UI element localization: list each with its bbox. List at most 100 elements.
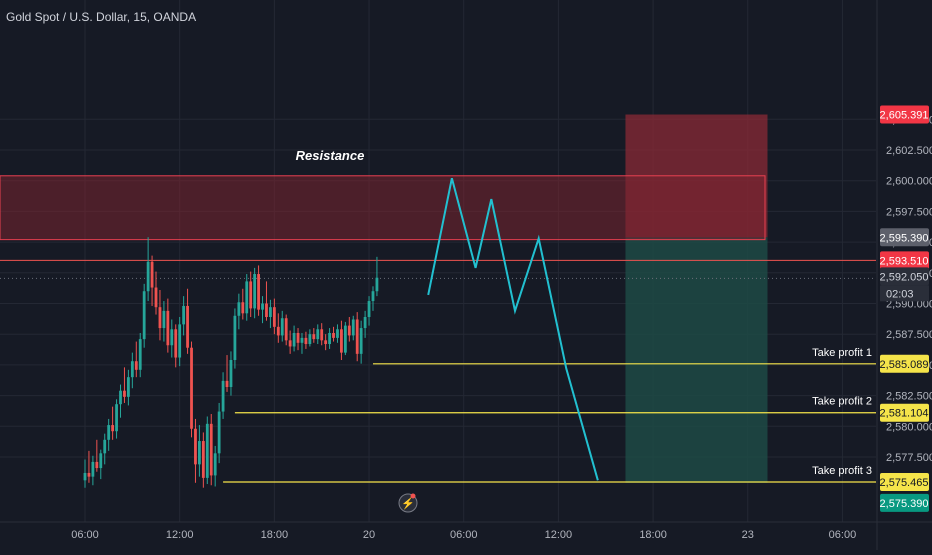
candle-body (83, 472, 87, 481)
resistance-label: Resistance (296, 148, 365, 163)
candle-body (190, 347, 193, 429)
price-label-stop: 2,605.391 (880, 109, 929, 121)
candle-body (253, 274, 257, 309)
countdown-label: 02:03 (886, 288, 914, 300)
y-tick-label: 2,597.500 (886, 206, 932, 218)
price-label-tp2: 2,581.104 (880, 408, 929, 420)
candle-body (123, 390, 126, 397)
candle-body (308, 334, 312, 345)
candle-body (375, 277, 379, 292)
y-tick-label: 2,577.500 (886, 452, 932, 464)
candle-body (304, 337, 308, 345)
candle-body (261, 303, 264, 310)
candle-body (276, 326, 280, 336)
price-label-target-bg (880, 493, 929, 512)
candle-body (351, 319, 355, 336)
price-label-entry-bg (880, 228, 929, 247)
candle-body (201, 441, 205, 478)
projection-path (427, 177, 599, 481)
candle-body (249, 281, 253, 309)
candle-body (91, 461, 95, 477)
candle-body (229, 359, 233, 388)
candle-body (130, 361, 134, 378)
y-tick-label: 2,590.000 (886, 299, 932, 311)
candle-body (158, 307, 162, 329)
candle-body (280, 318, 284, 336)
candle-body (154, 287, 158, 308)
candle-body (355, 319, 359, 354)
countdown-bg (880, 285, 929, 302)
candle-body (115, 404, 118, 432)
y-tick-label: 2,580.000 (886, 421, 932, 433)
price-label-tp1-bg (880, 354, 929, 373)
candle-body (233, 315, 237, 360)
price-label-tp3-bg (880, 472, 929, 491)
y-tick-label: 2,602.500 (886, 145, 932, 157)
candle-body (119, 390, 122, 405)
candle-body (198, 441, 201, 465)
candle-body (257, 274, 260, 310)
x-tick-label: 18:00 (261, 529, 289, 541)
candle-body (99, 453, 103, 469)
candle-body (182, 305, 186, 325)
candle-body (292, 332, 296, 347)
x-tick-label: 20 (363, 529, 375, 541)
y-tick-label: 2,600.000 (886, 176, 932, 188)
candle-body (138, 339, 142, 370)
candle-body (316, 329, 320, 340)
candle-body (209, 423, 213, 476)
y-tick-label: 2,582.500 (886, 391, 932, 403)
candle-body (221, 380, 225, 412)
candle-body (288, 340, 292, 347)
resistance-zone (0, 175, 766, 241)
take-profit-label-3: Take profit 3 (812, 465, 872, 477)
candle-body (312, 334, 316, 340)
candle-body (111, 425, 115, 432)
candle-body (134, 361, 138, 370)
candle-body (107, 425, 111, 440)
price-label-entry: 2,595.390 (880, 232, 929, 244)
candle-body (359, 328, 363, 354)
take-profit-label-1: Take profit 1 (812, 347, 872, 359)
candle-body (324, 340, 328, 345)
price-label-tp2-bg (880, 403, 929, 422)
candle-body (194, 428, 197, 465)
candle-body (367, 301, 371, 318)
price-label-target: 2,575.390 (880, 498, 929, 510)
candle-body (340, 329, 343, 353)
lightning-icon (398, 493, 418, 513)
candle-body (186, 305, 189, 348)
take-profit-label-2: Take profit 2 (812, 396, 872, 408)
candle-body (296, 332, 300, 343)
lightning-glyph: ⚡ (401, 497, 415, 510)
candle-body (126, 377, 130, 397)
price-label-tp3: 2,575.465 (880, 477, 929, 489)
take-profit-zone (625, 237, 768, 483)
candle-body (166, 310, 170, 346)
candle-body (213, 453, 217, 476)
candle-body (142, 291, 146, 340)
candle-body (95, 461, 99, 469)
alert-dot (410, 493, 416, 499)
x-tick-label: 12:00 (545, 529, 573, 541)
candle-body (343, 325, 347, 353)
candle-body (245, 281, 249, 314)
symbol-title: Gold Spot / U.S. Dollar, 15, OANDA (6, 10, 197, 24)
price-label-last-bg (880, 267, 929, 286)
price-label-last: 2,592.050 (880, 271, 929, 283)
price-label-tp1: 2,585.089 (880, 359, 929, 371)
candle-body (300, 337, 304, 343)
candle-body (103, 439, 107, 454)
candle-body (178, 324, 182, 358)
candle-body (284, 318, 288, 341)
candle-body (328, 332, 331, 345)
candle-body (170, 329, 174, 346)
candle-body (371, 291, 375, 302)
candle-body (320, 329, 324, 341)
y-tick-label: 2,587.500 (886, 329, 932, 341)
candle-body (146, 261, 150, 292)
price-label-line: 2,593.510 (880, 255, 929, 267)
candle-body (332, 332, 335, 338)
